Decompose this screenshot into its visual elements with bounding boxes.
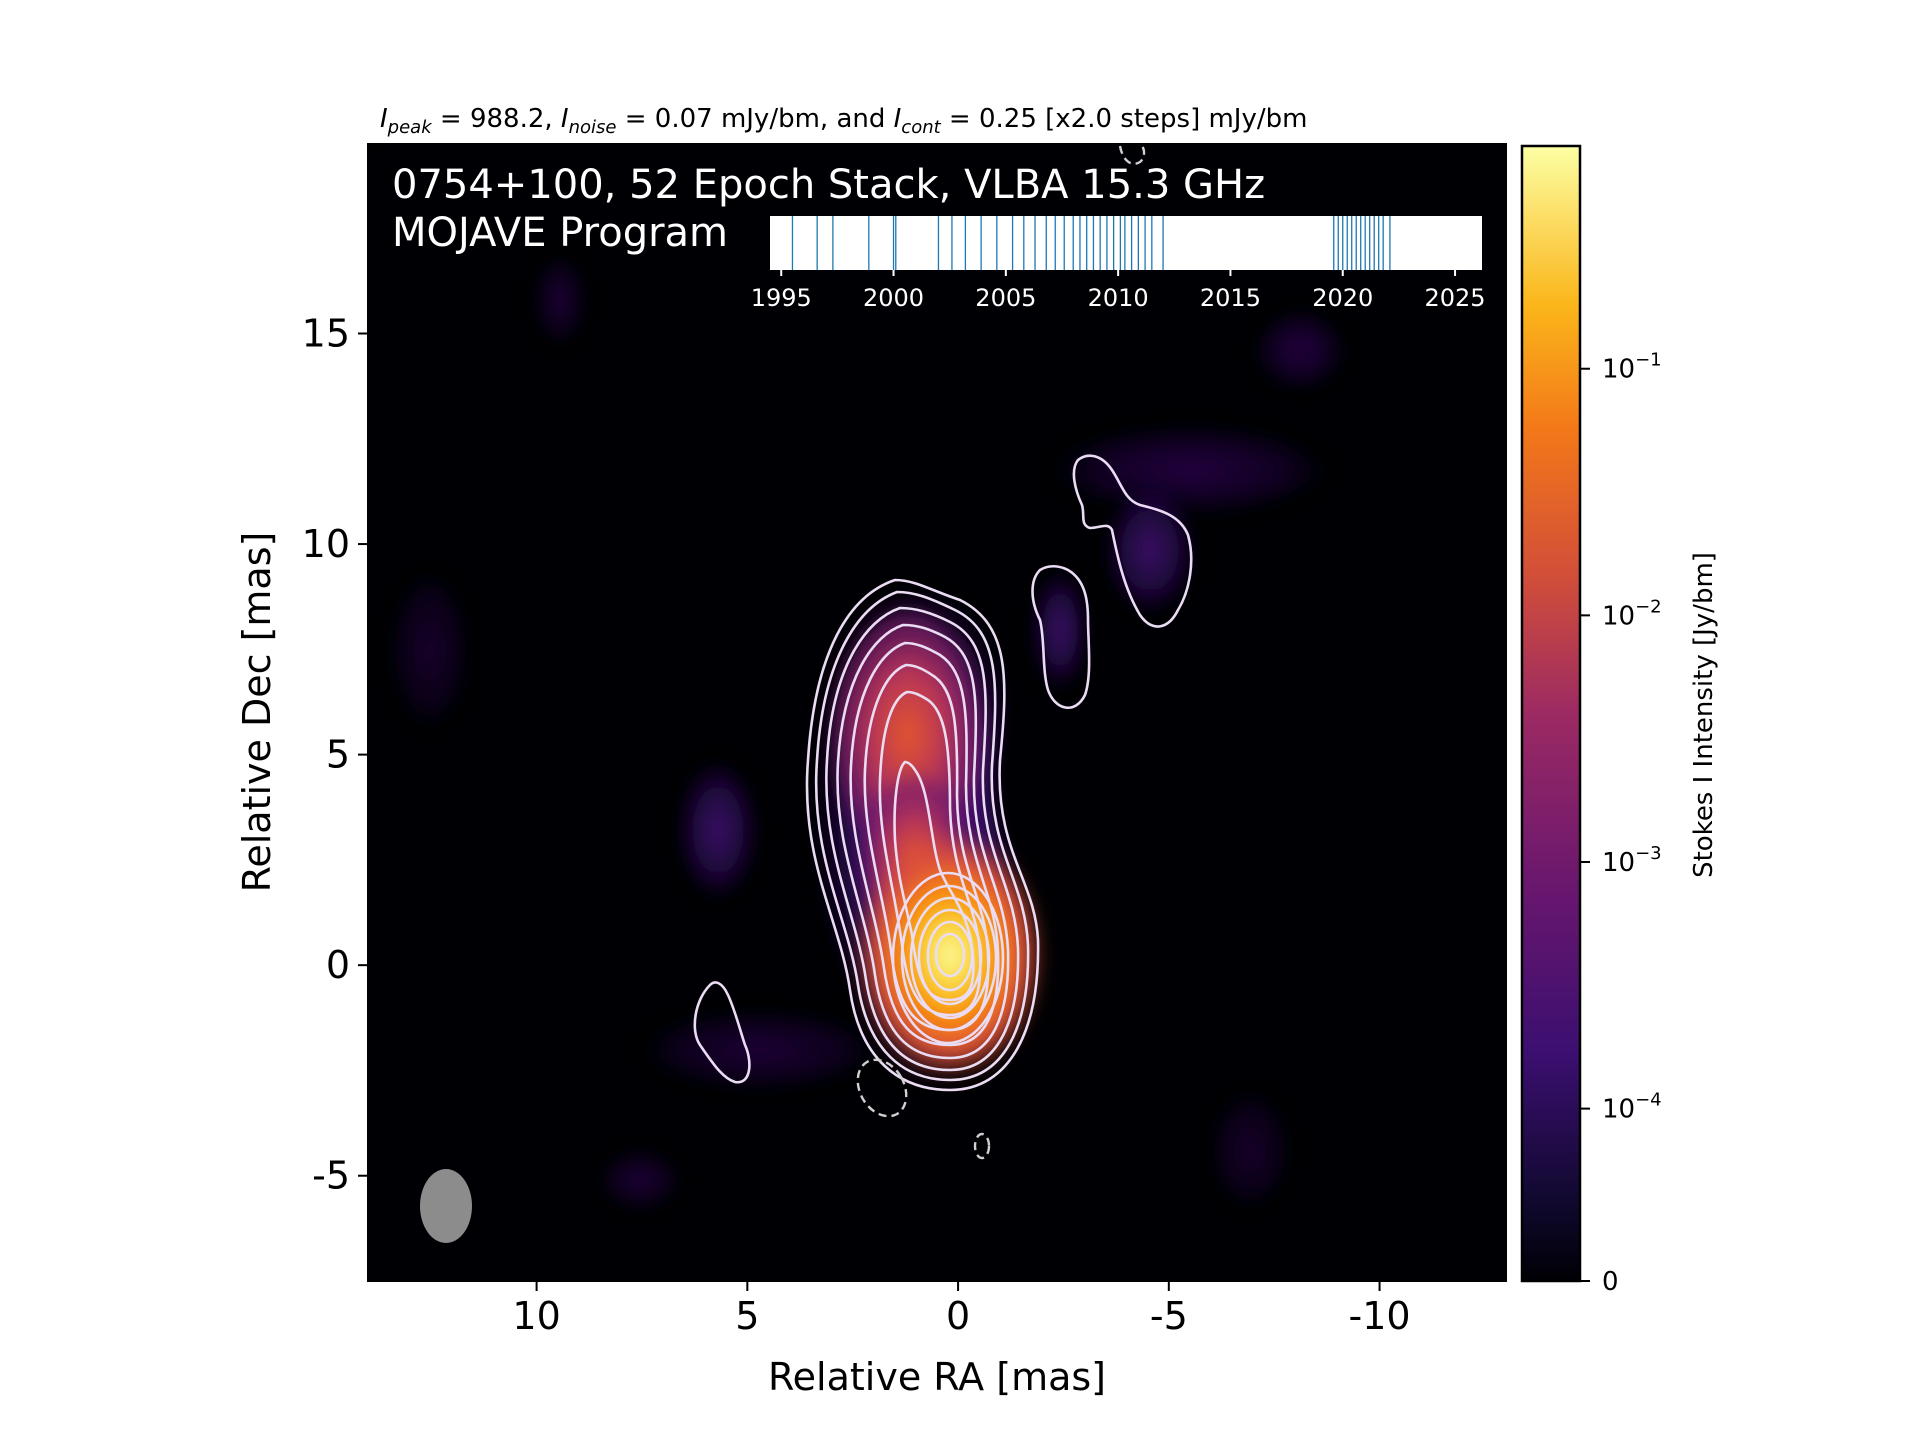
header-line: Ipeak = 988.2, Inoise = 0.07 mJy/bm, and… <box>380 104 1307 138</box>
epoch-lines <box>791 216 1391 270</box>
timeline-tick-label: 2000 <box>863 284 924 312</box>
timeline-tick-label: 2005 <box>975 284 1036 312</box>
colorbar-label: Stokes I Intensity [Jy/bm] <box>1689 552 1719 878</box>
map-x-axis: 10 5 0 -5 -10 <box>512 1281 1411 1338</box>
timeline-background <box>770 216 1482 270</box>
colorbar-tick-label: 10−1 <box>1602 350 1662 385</box>
y-tick-label: 0 <box>326 943 350 987</box>
timeline-tick-label: 2010 <box>1088 284 1149 312</box>
map-y-axis: 15 10 5 0 -5 <box>302 312 368 1198</box>
x-tick-label: -10 <box>1349 1294 1411 1338</box>
contour-level-9 <box>891 871 1005 1045</box>
i-noise-symbol: I <box>561 104 569 134</box>
negative-contours <box>856 145 1146 1160</box>
timeline-tick-label: 2025 <box>1425 284 1486 312</box>
colorbar-tick-label: 10−2 <box>1602 596 1662 631</box>
colorbar: 0 10−4 10−3 10−2 10−1 Stokes I Intensity [Jy… <box>1520 144 1719 1297</box>
contour-level-7 <box>878 690 982 1017</box>
contour-level-3 <box>825 606 1020 1072</box>
contour-level-5 <box>849 641 1000 1047</box>
colorbar-tick-label: 10−3 <box>1602 843 1662 878</box>
timeline-tick-label: 2015 <box>1200 284 1261 312</box>
x-tick-label: -5 <box>1150 1294 1188 1338</box>
negative-contour-2 <box>973 1132 991 1160</box>
intensity-map <box>367 143 1507 1282</box>
colorbar-ticks: 0 10−4 10−3 10−2 10−1 <box>1580 350 1662 1297</box>
contour-level-4 <box>836 623 1010 1060</box>
i-noise-subscript: noise <box>569 117 617 138</box>
map-frame <box>367 143 1507 1282</box>
y-axis-label: Relative Dec [mas] <box>235 532 279 893</box>
contour-level-13 <box>926 920 974 992</box>
contour-blob-southeast <box>693 981 751 1084</box>
beam-ellipse <box>420 1169 472 1243</box>
contour-level-10 <box>900 884 998 1032</box>
faint-emission <box>390 255 1345 1210</box>
contour-level-1 <box>805 578 1040 1092</box>
x-tick-label: 0 <box>946 1294 970 1338</box>
contour-level-8 <box>893 760 975 1002</box>
negative-contour-3 <box>1118 145 1146 165</box>
x-axis-label: Relative RA [mas] <box>768 1355 1106 1399</box>
i-peak-value: = 988.2, <box>432 104 561 134</box>
negative-contour-1 <box>856 1058 908 1118</box>
i-noise-value: = 0.07 mJy/bm, and <box>616 104 893 134</box>
y-tick-label: -5 <box>312 1154 350 1198</box>
colorbar-tick-label: 0 <box>1602 1267 1619 1297</box>
colorbar-tick-label: 10−4 <box>1602 1090 1662 1125</box>
i-cont-value: = 0.25 [x2.0 steps] mJy/bm <box>941 104 1308 134</box>
i-cont-symbol: I <box>894 104 902 134</box>
y-tick-label: 15 <box>302 312 350 356</box>
contour-blob-jet-knot <box>1031 564 1091 710</box>
i-peak-subscript: peak <box>387 117 434 138</box>
i-cont-subscript: cont <box>901 117 941 138</box>
colorbar-gradient <box>1520 144 1582 1283</box>
contour-level-11 <box>909 896 991 1020</box>
i-peak-symbol: I <box>380 104 388 134</box>
x-tick-label: 5 <box>735 1294 759 1338</box>
overlay-subtitle: MOJAVE Program <box>392 210 728 256</box>
contour-level-2 <box>814 590 1030 1082</box>
timeline-tick-label: 2020 <box>1312 284 1373 312</box>
contour-level-14 <box>934 932 966 978</box>
timeline-tick-label: 1995 <box>751 284 812 312</box>
contour-lines <box>693 454 1193 1092</box>
contour-level-12 <box>917 908 983 1006</box>
x-tick-label: 10 <box>512 1294 560 1338</box>
y-tick-label: 10 <box>302 522 350 566</box>
epoch-timeline: 1995 2000 2005 2010 2015 2020 2025 <box>751 216 1486 312</box>
timeline-x-ticks: 1995 2000 2005 2010 2015 2020 2025 <box>751 270 1486 312</box>
y-tick-label: 5 <box>326 733 350 777</box>
contour-blob-northwest <box>1072 454 1193 628</box>
overlay-title: 0754+100, 52 Epoch Stack, VLBA 15.3 GHz <box>392 162 1265 208</box>
